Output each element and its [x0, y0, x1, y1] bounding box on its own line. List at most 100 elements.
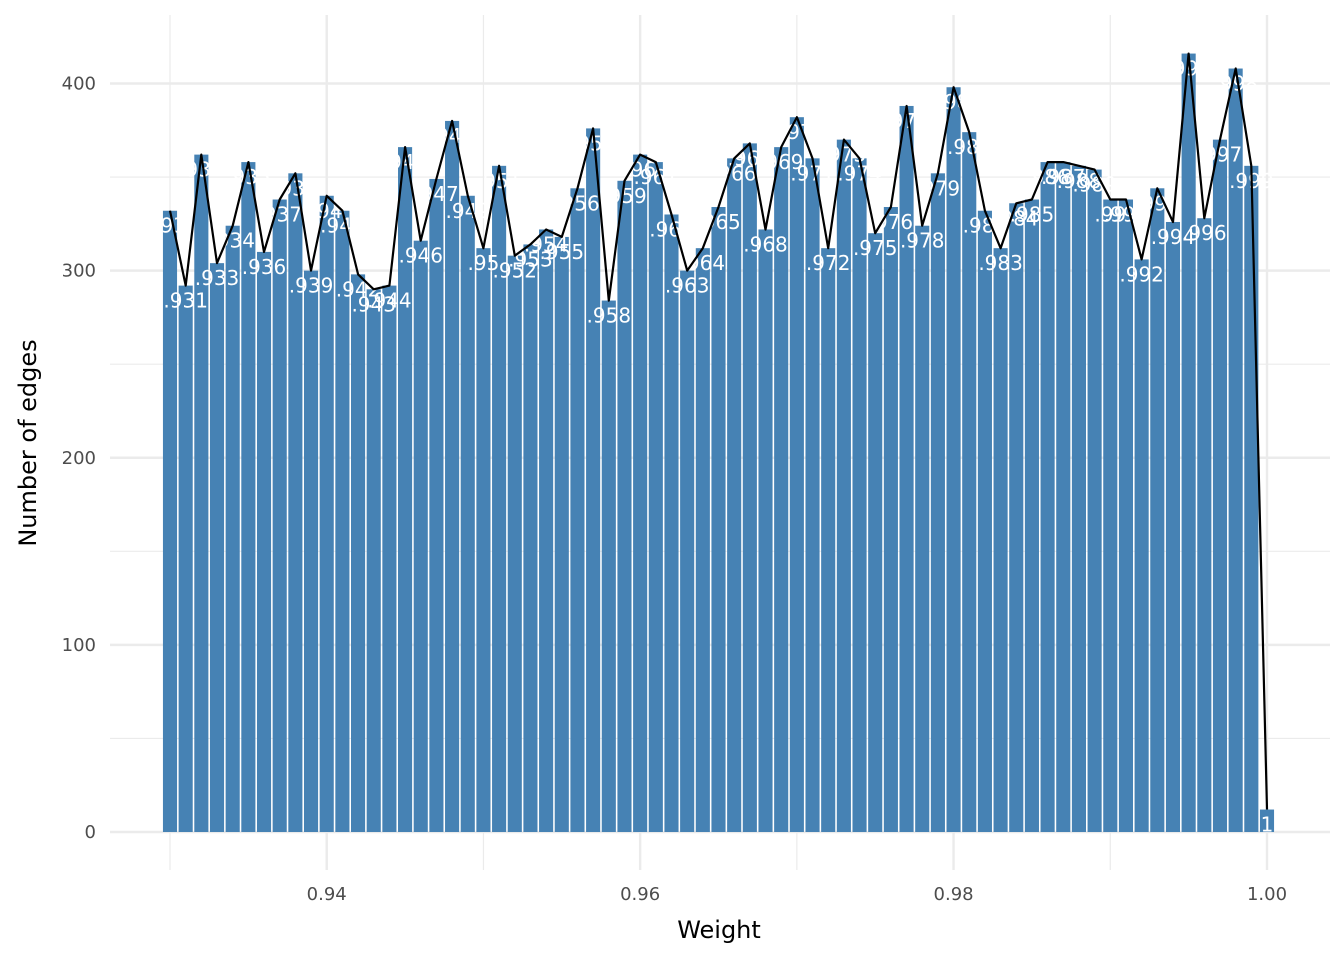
- histogram-bar: [554, 236, 569, 832]
- histogram-bar: [648, 162, 663, 832]
- bar-value-label: .984: [994, 206, 1039, 230]
- histogram-bar: [930, 173, 945, 832]
- histogram-bar: [977, 210, 992, 832]
- bar-value-label: .935: [226, 165, 271, 189]
- histogram-bar: [241, 162, 256, 832]
- histogram-bar: [523, 244, 538, 833]
- histogram-bar: [288, 173, 303, 832]
- histogram-bar: [1103, 199, 1118, 832]
- x-tick-label: 0.94: [307, 884, 347, 905]
- bar-value-label: .992: [1119, 262, 1164, 286]
- bar-value-label: .936: [242, 255, 287, 279]
- bar-value-label: .998: [1213, 72, 1258, 96]
- histogram-bar: [460, 195, 475, 832]
- y-tick-label: 100: [62, 635, 96, 656]
- bar-value-label: .968: [743, 232, 788, 256]
- histogram-bar: [398, 147, 413, 832]
- histogram-bar: [868, 233, 883, 832]
- histogram-bar: [1024, 199, 1039, 832]
- histogram-bar: [1165, 221, 1181, 832]
- histogram-bar: [1087, 169, 1102, 832]
- bar-value-label: .955: [540, 240, 585, 264]
- histogram-bar: [1040, 162, 1055, 832]
- bar-value-label: .966: [712, 161, 757, 185]
- y-tick-label: 200: [62, 448, 96, 469]
- bar-value-label: .994: [1151, 225, 1196, 249]
- bar-labels: .93.931.932.933.934.935.936.937.938.939.…: [154, 57, 1274, 837]
- bar-value-label: .944: [367, 289, 412, 313]
- y-tick-label: 300: [62, 261, 96, 282]
- histogram-bar: [774, 147, 789, 832]
- histogram-bar: [351, 274, 366, 832]
- histogram-bar: [1197, 218, 1212, 833]
- histogram-bar: [366, 289, 381, 832]
- bar-value-label: .969: [759, 150, 804, 174]
- bar-value-label: .95: [468, 251, 500, 275]
- histogram-bar: [1244, 165, 1259, 832]
- bar-value-label: .963: [665, 274, 710, 298]
- bar-value-label: .974: [837, 161, 882, 185]
- histogram-bar: [695, 248, 710, 833]
- bar-value-label: .953: [508, 247, 553, 271]
- histogram-bar: [664, 214, 679, 833]
- histogram-bar: [1118, 199, 1134, 832]
- histogram-bar: [445, 120, 460, 833]
- bar-value-label: .956: [555, 191, 600, 215]
- histogram-bar: [539, 229, 554, 832]
- histogram-bar: [680, 270, 695, 832]
- bar-value-label: .961: [634, 165, 679, 189]
- bar-value-label: .981: [947, 135, 992, 159]
- bar-value-label: .951: [477, 169, 522, 193]
- bar-value-label: .931: [163, 289, 208, 313]
- bar-value-label: .94: [311, 199, 343, 223]
- histogram-bar: [586, 128, 601, 832]
- histogram-bar: [1009, 203, 1024, 832]
- histogram-bar: [272, 199, 287, 832]
- histogram-bar: [711, 207, 726, 832]
- bar-value-label: .934: [210, 229, 255, 253]
- bar-value-label: .946: [398, 244, 443, 268]
- bar-value-label: .996: [1182, 221, 1227, 245]
- histogram-bar: [1212, 139, 1228, 832]
- histogram-bar: [821, 248, 836, 833]
- bar-value-label: .93: [154, 214, 186, 238]
- bar-value-label: .972: [806, 251, 851, 275]
- histogram-bar: [899, 105, 914, 832]
- histogram-bar: [1259, 809, 1275, 832]
- bar-value-label: .991: [1104, 203, 1149, 227]
- bar-value-label: .962: [649, 217, 694, 241]
- bar-value-label: .948: [430, 124, 475, 148]
- histogram-bar: [492, 165, 507, 832]
- bars: [162, 53, 1275, 833]
- histogram-bar: [993, 248, 1008, 833]
- histogram-bar: [209, 263, 225, 832]
- bar-value-label: .982: [963, 214, 1008, 238]
- histogram-bar: [194, 154, 209, 833]
- histogram-bar: [1056, 162, 1071, 832]
- bar-value-label: .947: [414, 182, 459, 206]
- histogram-bar: [883, 207, 898, 832]
- histogram-bar: [1134, 259, 1149, 833]
- histogram-bar: [946, 87, 961, 833]
- histogram-bar: [633, 154, 648, 833]
- histogram-bar: [805, 158, 820, 833]
- x-axis-title: Weight: [677, 916, 761, 944]
- histogram-bar: [225, 225, 240, 833]
- bar-value-label: .979: [916, 176, 961, 200]
- bar-value-label: .989: [1072, 173, 1117, 197]
- histogram-bar: [742, 143, 757, 832]
- histogram-bar: [617, 180, 632, 832]
- frequency-polygon-line: [168, 52, 1269, 810]
- histogram-bar: [256, 251, 272, 833]
- histogram-bar: [852, 158, 867, 833]
- histogram-bar: [1071, 165, 1086, 832]
- bar-value-label: .971: [790, 161, 835, 185]
- bar-value-label: .96: [624, 158, 656, 182]
- histogram-bar: [319, 195, 334, 832]
- histogram-bar: [303, 270, 319, 832]
- histogram-bar: [507, 255, 522, 832]
- histogram-bar: [789, 117, 804, 833]
- bar-value-label: 1: [1261, 813, 1274, 837]
- x-tick-label: 1.00: [1247, 884, 1287, 905]
- histogram-bar: [429, 178, 444, 833]
